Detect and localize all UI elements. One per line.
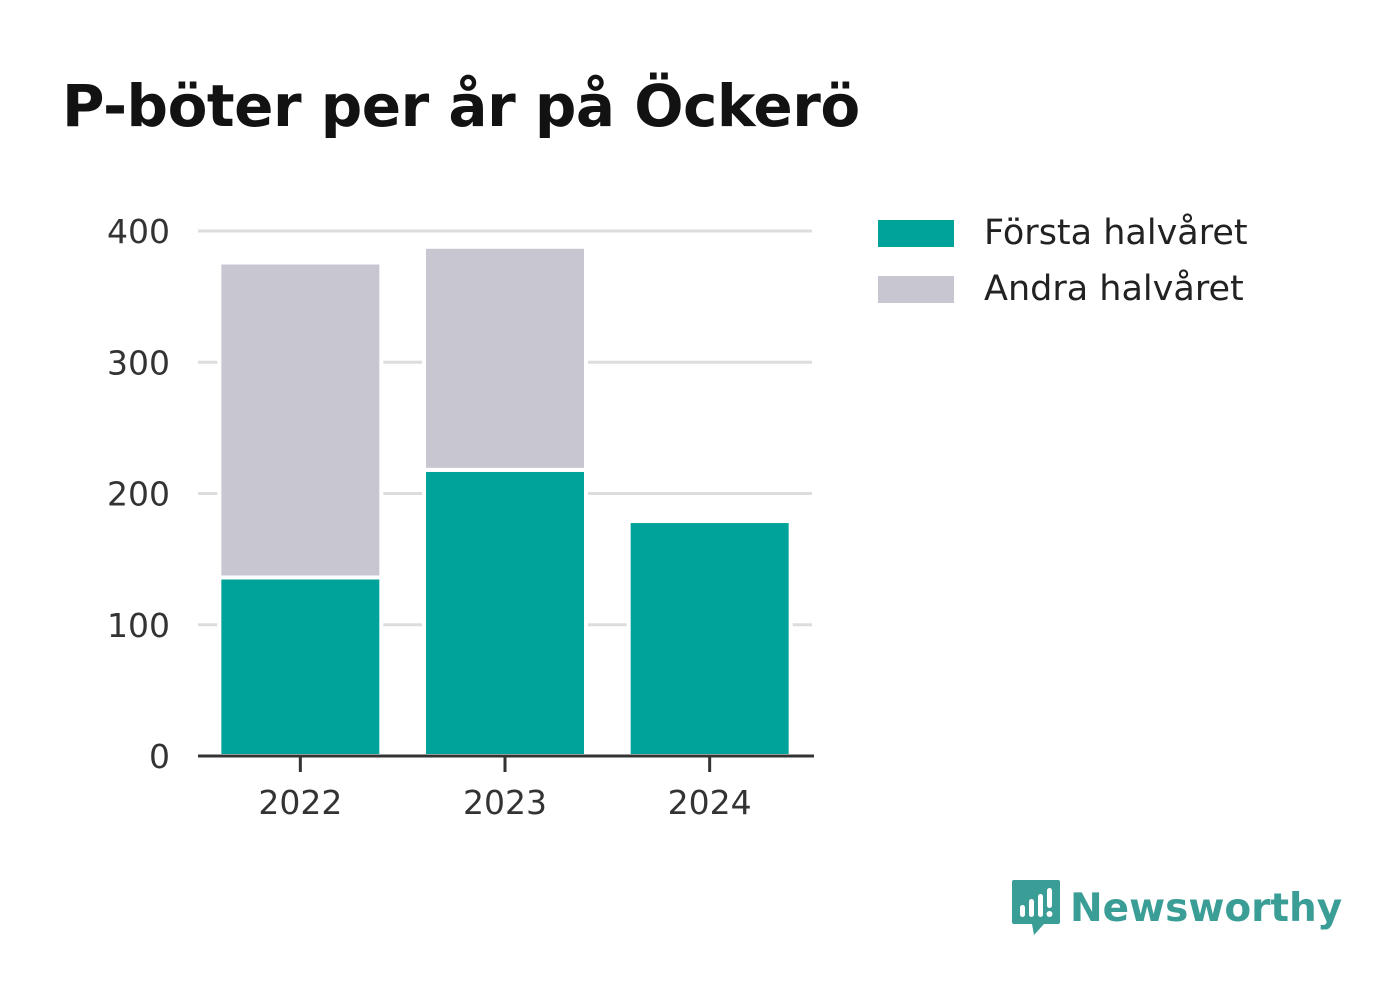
bar-2023-series-2 xyxy=(422,244,588,472)
x-tick-label: 2023 xyxy=(463,783,547,822)
x-tick-label: 2022 xyxy=(258,783,342,822)
y-tick-label: 0 xyxy=(149,737,170,776)
bar-2023-series-1 xyxy=(422,467,588,758)
bar-2022-series-2 xyxy=(217,260,384,580)
legend: Första halvåret Andra halvåret xyxy=(878,205,1248,317)
newsworthy-logo-icon xyxy=(1012,880,1060,935)
legend-swatch-first-half xyxy=(878,219,954,247)
legend-label-first-half: Första halvåret xyxy=(984,213,1248,253)
brand-logo: Newsworthy xyxy=(1010,878,1342,938)
bar-2022-series-1 xyxy=(217,575,384,758)
y-tick-label: 400 xyxy=(107,212,170,251)
y-tick-label: 300 xyxy=(107,343,170,382)
legend-item-first-half: Första halvåret xyxy=(878,205,1248,261)
y-tick-label: 100 xyxy=(107,606,170,645)
chart-title: P-böter per år på Öckerö xyxy=(62,72,860,140)
bar-2024-series-1 xyxy=(626,519,793,758)
legend-label-second-half: Andra halvåret xyxy=(984,269,1244,309)
x-tick-label: 2024 xyxy=(668,783,752,822)
y-tick-label: 200 xyxy=(107,475,170,514)
legend-item-second-half: Andra halvåret xyxy=(878,261,1248,317)
legend-swatch-second-half xyxy=(878,275,954,303)
brand-name: Newsworthy xyxy=(1070,885,1343,931)
